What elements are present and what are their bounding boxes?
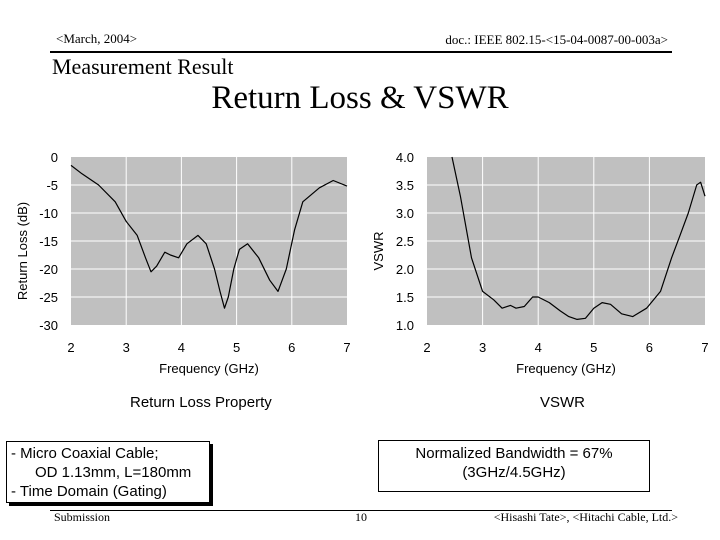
vswr-x-tick-label: 3	[479, 340, 486, 355]
return-loss-y-tick-label: -25	[39, 290, 58, 305]
return-loss-x-axis-label: Frequency (GHz)	[159, 361, 259, 376]
section-subtitle: Measurement Result	[52, 54, 234, 79]
vswr-y-tick-label: 2.0	[396, 262, 414, 277]
vswr-x-tick-label: 5	[590, 340, 597, 355]
slide-title: Return Loss & VSWR	[211, 80, 509, 116]
footer-rule	[50, 510, 672, 511]
return-loss-x-tick-label: 5	[233, 340, 240, 355]
bandwidth-box: Normalized Bandwidth = 67% (3GHz/4.5GHz)	[378, 440, 650, 492]
footer-submission: Submission	[54, 510, 111, 524]
return-loss-y-tick-label: -20	[39, 262, 58, 277]
return-loss-x-tick-label: 3	[123, 340, 130, 355]
return-loss-x-tick-label: 4	[178, 340, 185, 355]
note-line-3: - Time Domain (Gating)	[11, 483, 167, 500]
header-date: <March, 2004>	[56, 31, 138, 46]
return-loss-y-tick-label: -15	[39, 234, 58, 249]
return-loss-x-tick-label: 7	[343, 340, 350, 355]
vswr-y-tick-label: 1.5	[396, 290, 414, 305]
footer-page-number: 10	[355, 510, 367, 524]
vswr-x-tick-label: 6	[646, 340, 653, 355]
note-line-2: OD 1.13mm, L=180mm	[35, 464, 192, 481]
return-loss-y-axis-label: Return Loss (dB)	[15, 202, 30, 300]
return-loss-y-tick-label: -30	[39, 318, 58, 333]
note-line-1: - Micro Coaxial Cable;	[11, 445, 159, 462]
vswr-x-tick-label: 4	[535, 340, 542, 355]
vswr-y-tick-label: 4.0	[396, 150, 414, 165]
vswr-x-axis-label: Frequency (GHz)	[516, 361, 616, 376]
vswr-y-tick-label: 3.5	[396, 178, 414, 193]
return-loss-y-tick-label: -10	[39, 206, 58, 221]
footer-author: <Hisashi Tate>, <Hitachi Cable, Ltd.>	[493, 510, 678, 524]
vswr-caption: VSWR	[540, 394, 585, 411]
return-loss-y-tick-label: -5	[46, 178, 58, 193]
vswr-x-tick-label: 2	[423, 340, 430, 355]
cable-notes-box: - Micro Coaxial Cable; OD 1.13mm, L=180m…	[6, 441, 210, 503]
return-loss-x-tick-label: 6	[288, 340, 295, 355]
vswr-y-tick-label: 1.0	[396, 318, 414, 333]
return-loss-caption: Return Loss Property	[130, 394, 272, 411]
return-loss-x-tick-label: 2	[67, 340, 74, 355]
return-loss-series-line	[70, 164, 348, 309]
vswr-y-tick-label: 2.5	[396, 234, 414, 249]
bandwidth-line-1: Normalized Bandwidth = 67%	[415, 445, 613, 462]
bandwidth-line-2: (3GHz/4.5GHz)	[462, 464, 566, 481]
vswr-series-line	[451, 156, 706, 320]
header-rule	[50, 51, 672, 53]
header-doc-id: doc.: IEEE 802.15-<15-04-0087-00-003a>	[445, 32, 668, 47]
return-loss-y-tick-label: 0	[51, 150, 58, 165]
vswr-y-axis-label: VSWR	[371, 232, 386, 271]
vswr-x-tick-label: 7	[701, 340, 708, 355]
vswr-y-tick-label: 3.0	[396, 206, 414, 221]
